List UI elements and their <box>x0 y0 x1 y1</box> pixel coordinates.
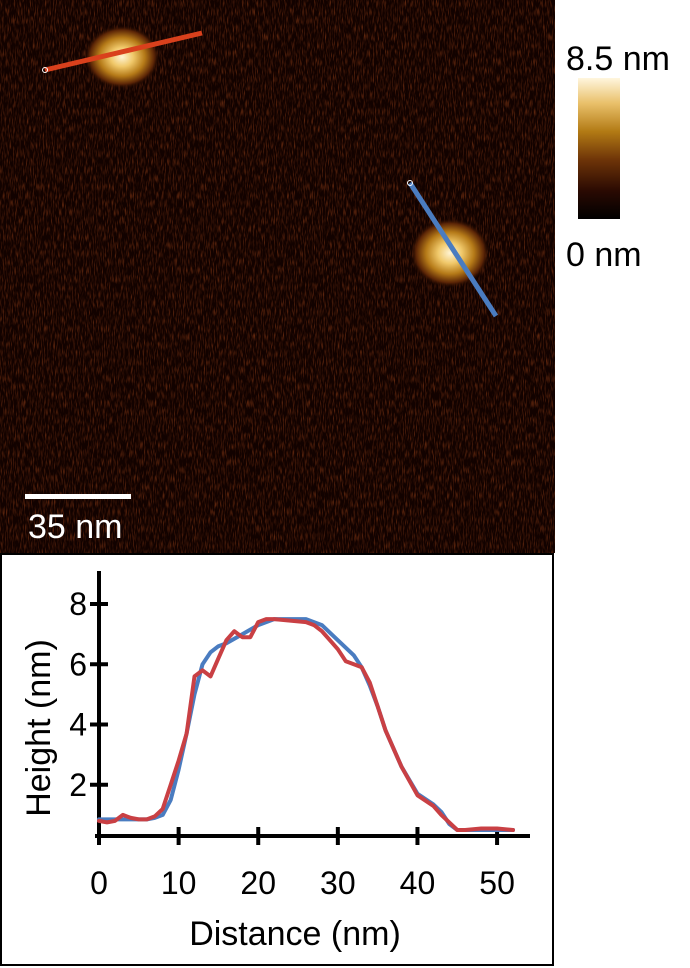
x-tick-label: 0 <box>90 865 108 901</box>
red-line-marker <box>42 67 48 73</box>
height-profile-chart: 0 10 20 30 40 50 2 4 6 8 Distance (nm) Height (nm) <box>0 553 554 966</box>
particle-right <box>410 218 490 288</box>
blue-line-marker <box>407 180 413 186</box>
series-red-profile <box>97 617 515 832</box>
colorbar-max-label: 8.5 nm <box>566 40 670 78</box>
y-tick-label: 6 <box>69 646 87 682</box>
blue-profile-line <box>407 181 499 318</box>
particle-top <box>84 25 160 89</box>
x-tick-label: 10 <box>161 865 197 901</box>
y-tick-label: 2 <box>69 767 87 803</box>
x-tick-label: 50 <box>479 865 515 901</box>
scale-bar-label: 35 nm <box>28 508 123 546</box>
scale-bar <box>25 494 131 499</box>
x-axis-title: Distance (nm) <box>189 915 401 953</box>
height-colorbar <box>578 78 620 219</box>
x-tick-label: 30 <box>320 865 356 901</box>
afm-height-image <box>0 0 555 553</box>
y-tick-label: 8 <box>69 586 87 622</box>
series-blue-profile <box>97 617 515 832</box>
y-axis-title: Height (nm) <box>20 639 58 817</box>
y-tick-label: 4 <box>69 707 87 743</box>
x-tick-label: 20 <box>240 865 276 901</box>
x-tick-label: 40 <box>400 865 436 901</box>
colorbar-min-label: 0 nm <box>566 236 642 274</box>
red-profile-line <box>44 30 203 73</box>
